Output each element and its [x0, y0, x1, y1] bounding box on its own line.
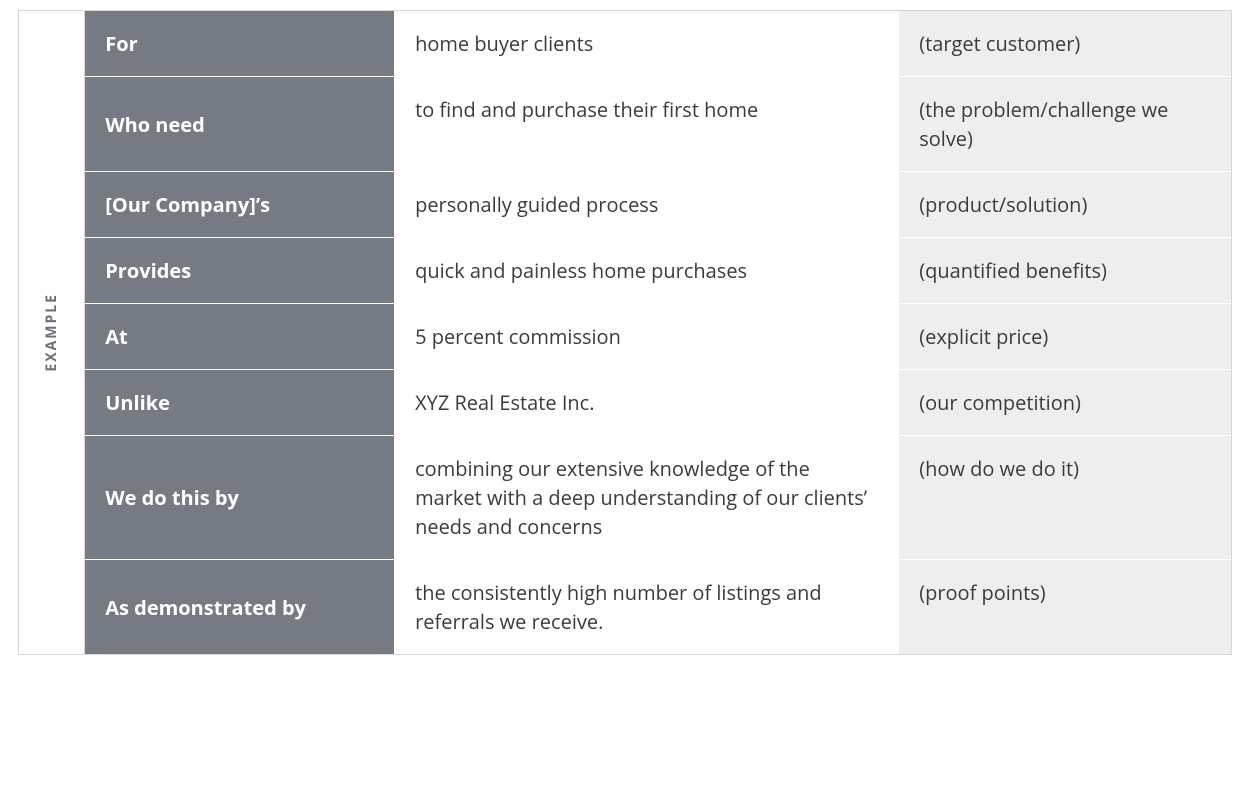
table: For home buyer clients (target customer)…	[85, 11, 1231, 654]
row-label: Who need	[85, 77, 394, 172]
row-hint: (target customer)	[899, 11, 1231, 77]
row-hint: (how do we do it)	[899, 436, 1231, 560]
side-label-text: EXAMPLE	[42, 293, 61, 372]
row-hint: (our competition)	[899, 370, 1231, 436]
table-row: At 5 percent commission (explicit price)	[85, 304, 1231, 370]
table-row: Provides quick and painless home purchas…	[85, 238, 1231, 304]
row-hint: (quantified benefits)	[899, 238, 1231, 304]
row-hint: (proof points)	[899, 560, 1231, 655]
row-label: At	[85, 304, 394, 370]
positioning-table: EXAMPLE For home buyer clients (target c…	[18, 10, 1232, 655]
row-value: quick and painless home purchases	[395, 238, 899, 304]
row-value: personally guided process	[395, 172, 899, 238]
row-value: 5 percent commission	[395, 304, 899, 370]
row-label: We do this by	[85, 436, 394, 560]
row-value: home buyer clients	[395, 11, 899, 77]
table-row: Unlike XYZ Real Estate Inc. (our competi…	[85, 370, 1231, 436]
table-row: Who need to find and purchase their firs…	[85, 77, 1231, 172]
row-label: Provides	[85, 238, 394, 304]
row-value: the consistently high number of listings…	[395, 560, 899, 655]
row-value: combining our extensive knowledge of the…	[395, 436, 899, 560]
row-value: to find and purchase their first home	[395, 77, 899, 172]
table-row: As demonstrated by the consistently high…	[85, 560, 1231, 655]
table-row: For home buyer clients (target customer)	[85, 11, 1231, 77]
row-label: As demonstrated by	[85, 560, 394, 655]
row-label: For	[85, 11, 394, 77]
table-row: [Our Company]’s personally guided proces…	[85, 172, 1231, 238]
row-value: XYZ Real Estate Inc.	[395, 370, 899, 436]
row-label: [Our Company]’s	[85, 172, 394, 238]
side-label: EXAMPLE	[19, 11, 85, 654]
table-row: We do this by combining our extensive kn…	[85, 436, 1231, 560]
row-label: Unlike	[85, 370, 394, 436]
row-hint: (the problem/challenge we solve)	[899, 77, 1231, 172]
row-hint: (explicit price)	[899, 304, 1231, 370]
row-hint: (product/solution)	[899, 172, 1231, 238]
